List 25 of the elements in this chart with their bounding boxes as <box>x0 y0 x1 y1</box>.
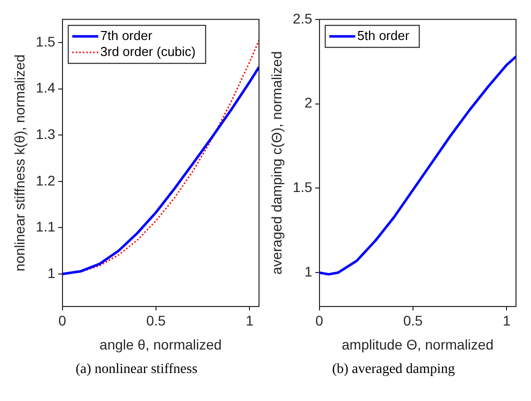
x-axis-title: angle θ, normalized <box>100 336 222 352</box>
y-axis-title: averaged damping c(Θ), normalized <box>268 51 284 275</box>
y-axis-title: nonlinear stiffness k(θ), normalized <box>11 54 28 272</box>
x-axis-title: amplitude Θ, normalized <box>342 336 494 352</box>
x-tick-label: 0 <box>58 312 66 329</box>
text: (b) averaged damping <box>332 362 455 378</box>
y-tick-label: 1.3 <box>36 126 56 142</box>
y-tick-label: 2 <box>304 94 312 111</box>
y-tick-label: 1.4 <box>36 80 56 96</box>
y-tick-label: 1.5 <box>36 33 56 50</box>
legend-label: 5th order <box>357 28 410 43</box>
x-tick-label: 0.5 <box>403 312 423 329</box>
x-tick-label: 1 <box>246 312 254 329</box>
y-tick-label: 2.5 <box>292 10 312 26</box>
legend-label: 3rd order (cubic) <box>100 44 196 59</box>
y-tick-label: 1.1 <box>36 218 56 235</box>
x-tick-label: 1 <box>502 312 511 329</box>
y-tick-label: 1.2 <box>36 172 56 188</box>
y-tick-label: 1 <box>47 264 56 281</box>
legend-label: 7th order <box>100 28 153 43</box>
text: (a) nonlinear stiffness <box>76 362 198 378</box>
y-tick-label: 1.5 <box>292 179 312 196</box>
y-tick-label: 1 <box>304 263 312 280</box>
x-tick-label: 0 <box>315 312 324 329</box>
x-tick-label: 0.5 <box>146 312 166 329</box>
